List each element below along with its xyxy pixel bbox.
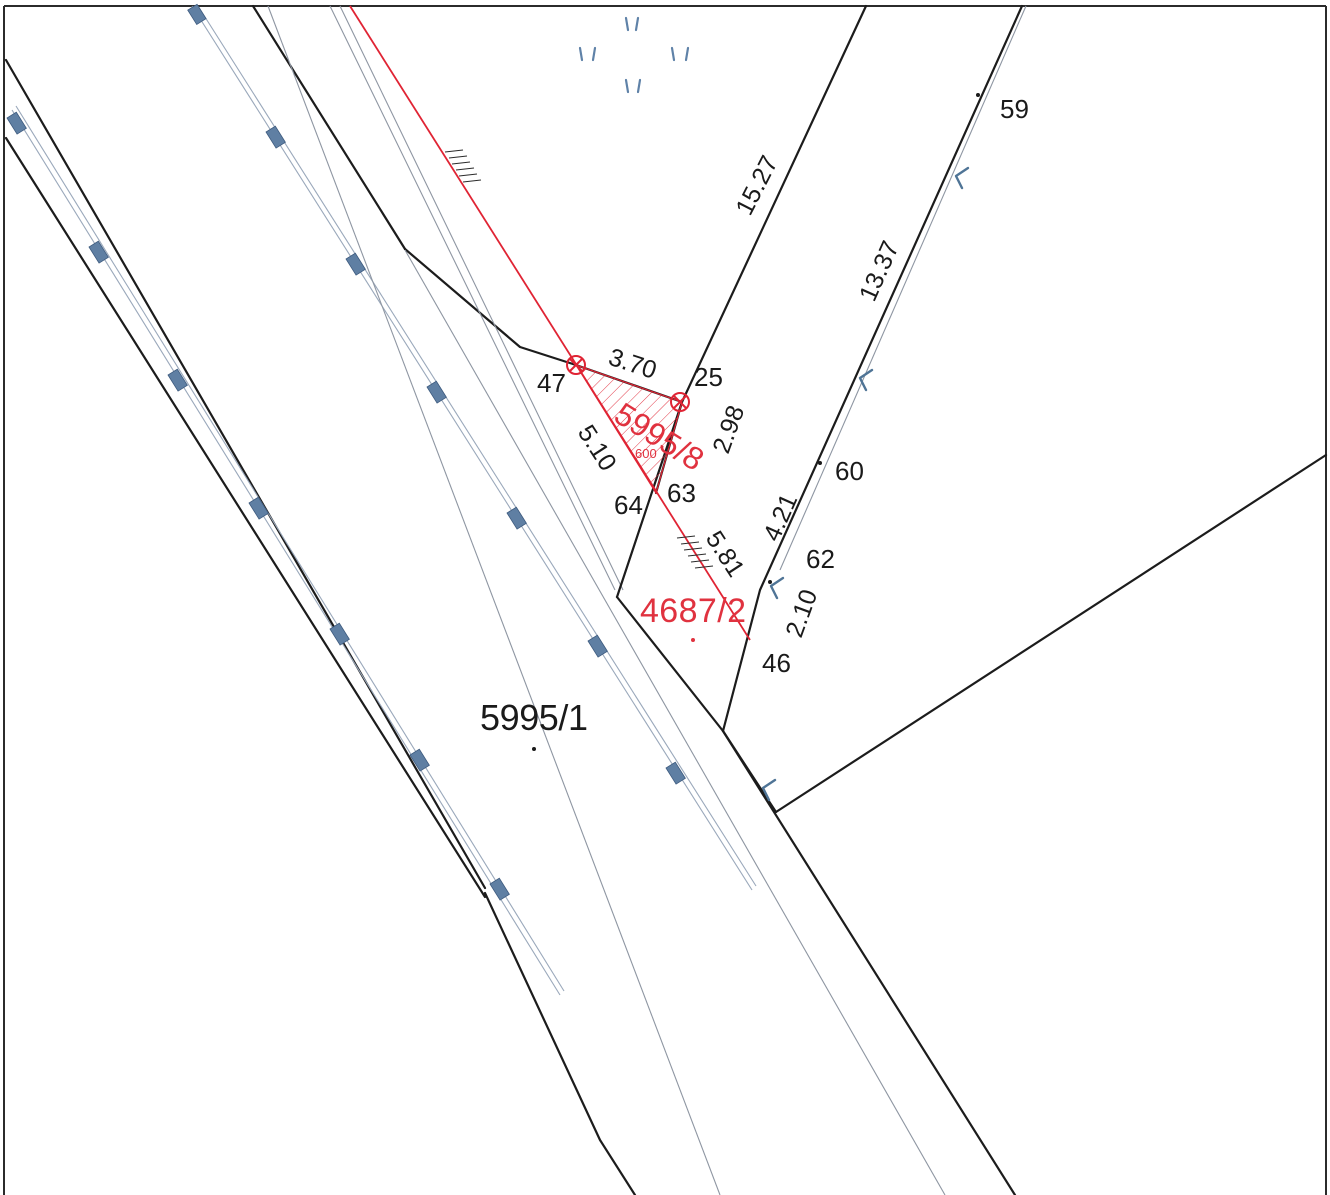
point-label-46: 46 <box>762 648 791 678</box>
parcel-code-small: 600 <box>635 446 657 461</box>
distance-label-2-10: 2.10 <box>780 586 823 641</box>
point-label-47: 47 <box>537 368 566 398</box>
center-road-markers <box>187 3 686 785</box>
distance-label-13-37: 13.37 <box>854 237 905 306</box>
left-road-markers <box>6 111 510 901</box>
point-label-25: 25 <box>694 362 723 392</box>
point-label-63: 63 <box>667 478 696 508</box>
distance-label-2-98: 2.98 <box>707 402 750 457</box>
survey-point-47-marker <box>566 355 586 375</box>
central-corridor <box>187 3 757 1195</box>
arrow-icons <box>761 166 970 802</box>
parcel-label-main: 5995/1 <box>480 697 588 738</box>
distance-label-4-21: 4.21 <box>758 490 803 546</box>
point-label-59: 59 <box>1000 94 1029 124</box>
parcel-label-red-large: 4687/2 <box>640 592 746 630</box>
tick-marks-lower <box>676 535 714 569</box>
tick-marks-upper <box>444 149 482 183</box>
point-label-64: 64 <box>614 490 643 520</box>
map-frame <box>3 5 1327 1195</box>
point-dots <box>532 93 980 751</box>
point-label-60: 60 <box>835 456 864 486</box>
chevron-left-icon <box>954 166 970 190</box>
distance-label-15-27: 15.27 <box>730 151 783 219</box>
survey-point-25-marker <box>670 392 690 412</box>
chevron-left-icon <box>761 778 777 802</box>
new-boundary <box>349 5 751 641</box>
chevron-left-icon <box>769 576 785 600</box>
left-road <box>4 58 637 1195</box>
hatched-parcel <box>574 363 683 495</box>
point-label-62: 62 <box>806 544 835 574</box>
meadow-symbols <box>578 16 690 94</box>
chevron-left-icon <box>858 368 874 392</box>
